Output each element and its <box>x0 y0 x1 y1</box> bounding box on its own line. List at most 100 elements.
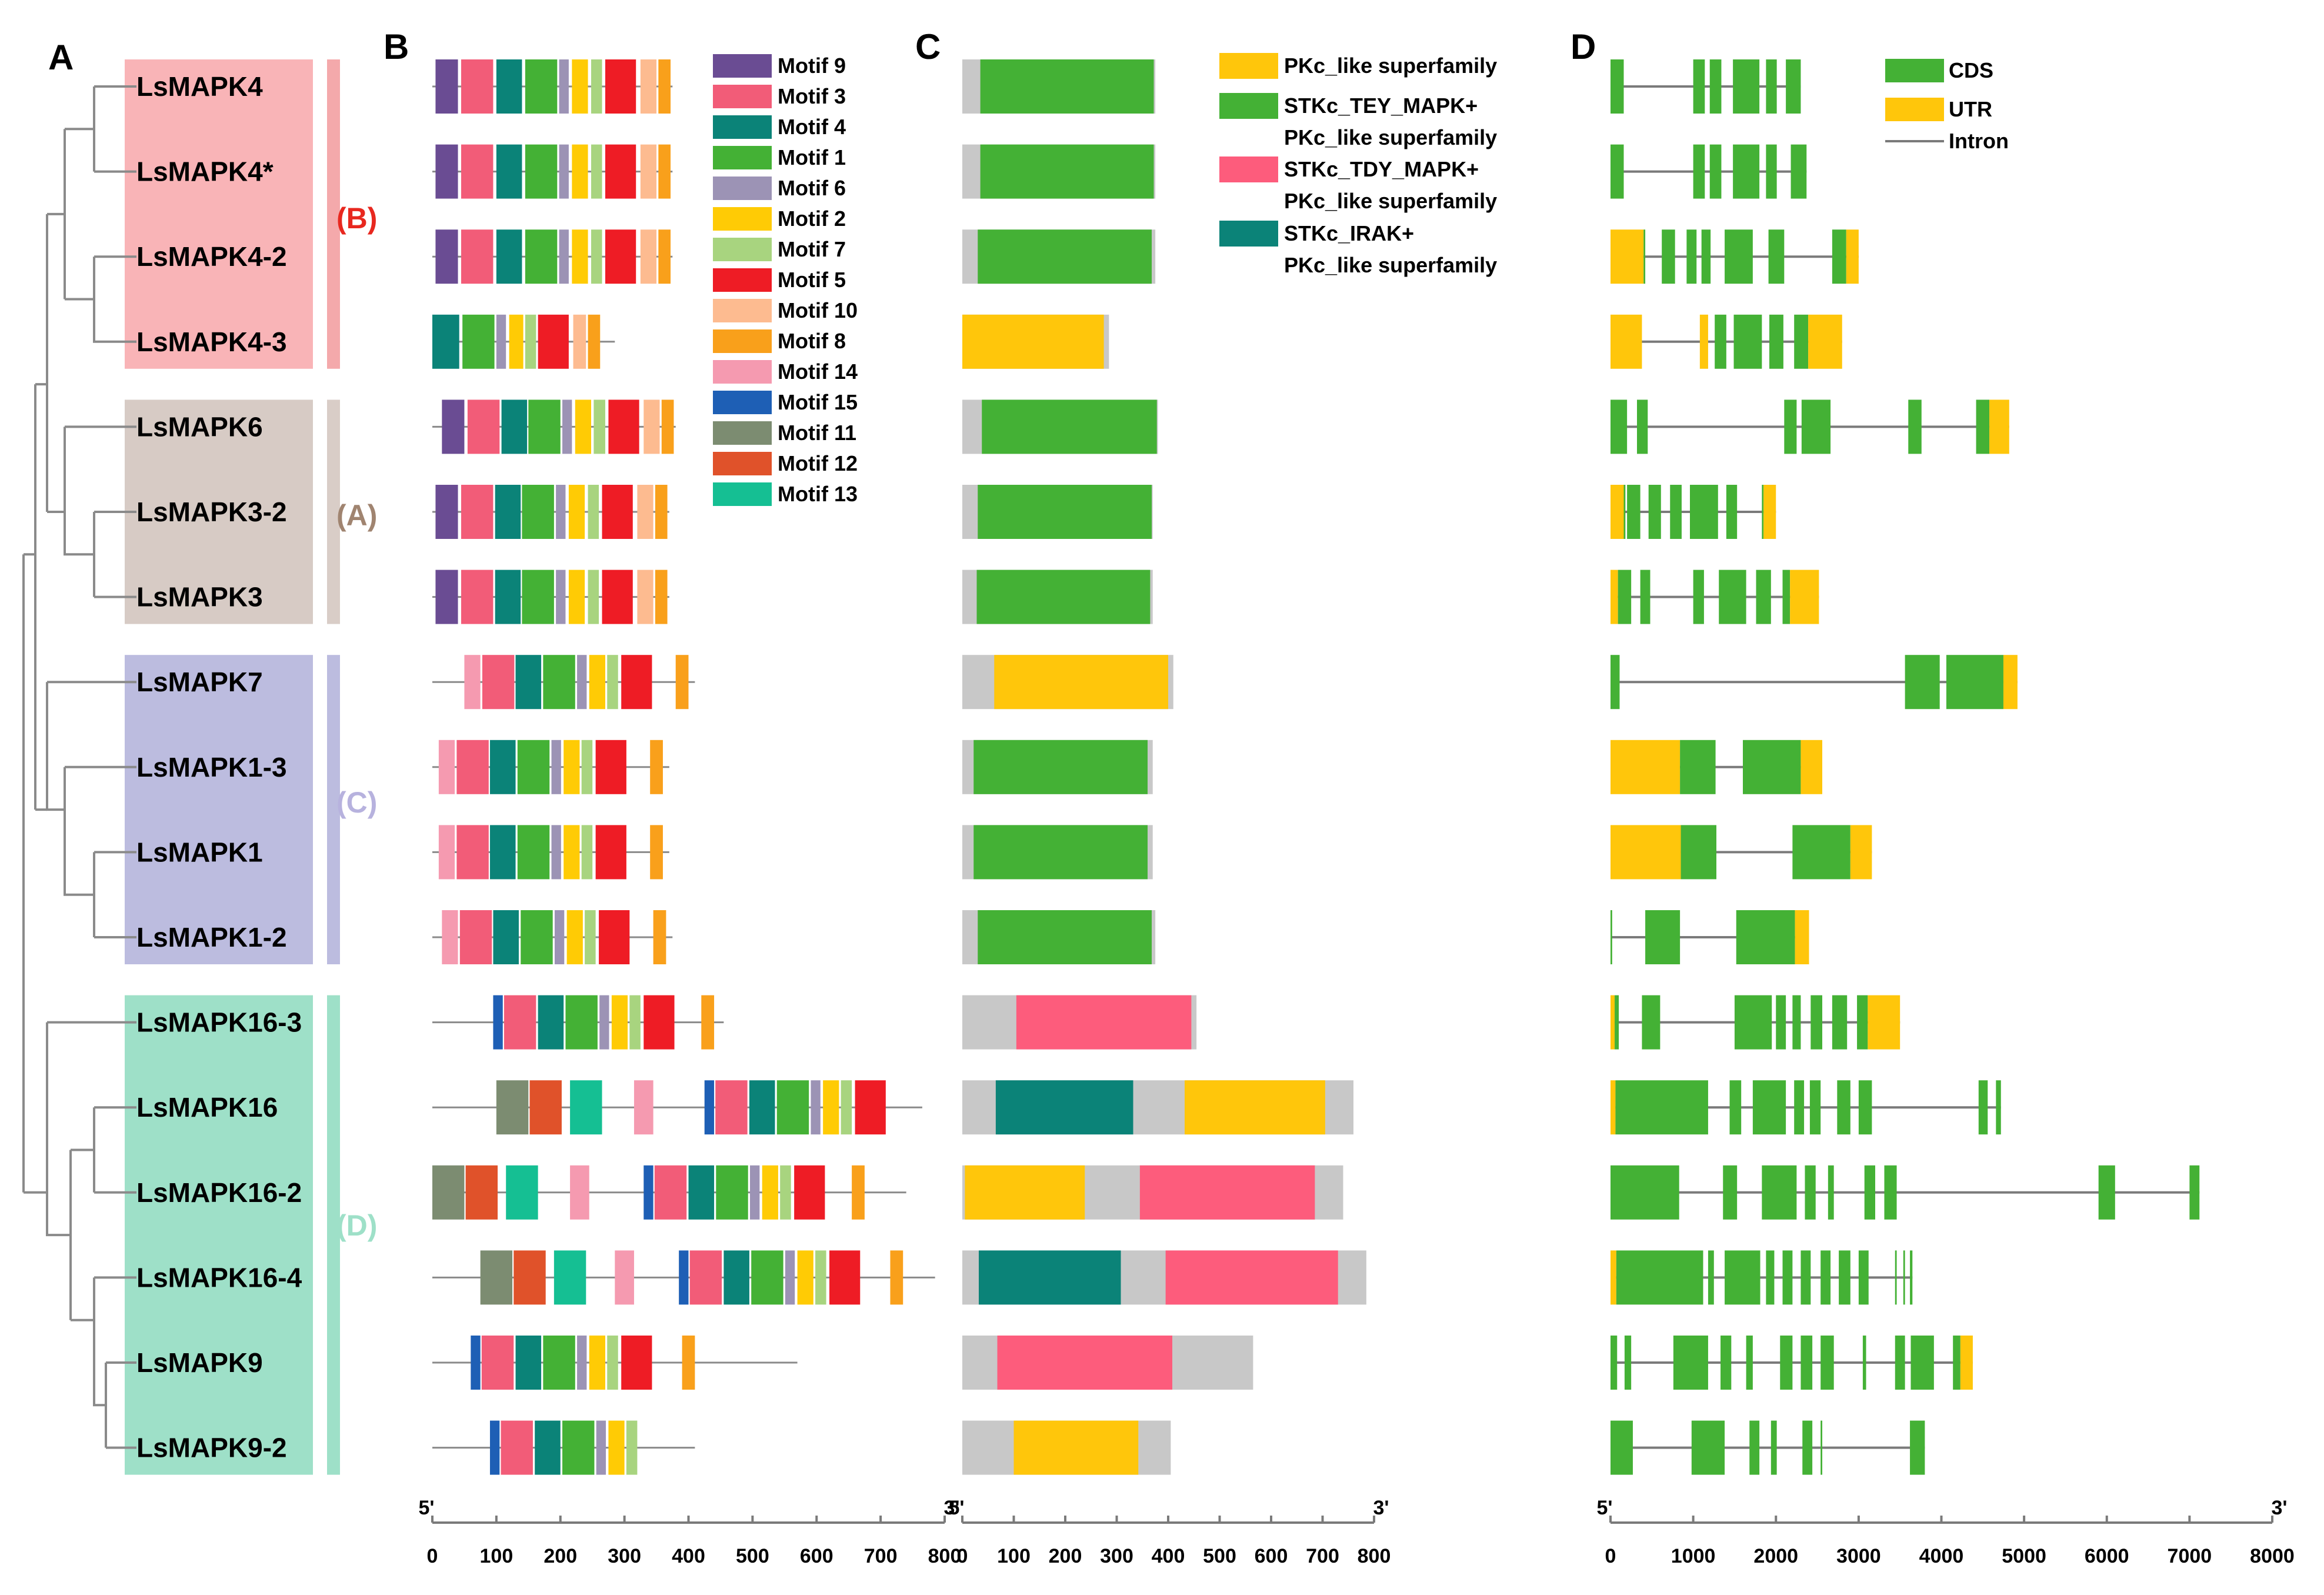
motif-block-motif-12 <box>465 1165 498 1220</box>
tree-branch <box>64 427 94 556</box>
axis-tick-label: 1000 <box>1671 1545 1716 1567</box>
motif-block-motif-7 <box>607 655 618 710</box>
motif-legend-swatch <box>713 391 772 414</box>
motif-block-motif-1 <box>517 740 550 794</box>
domain-block-stkc-tdy-mapk- <box>1016 995 1192 1050</box>
motif-block-motif-2 <box>568 570 585 624</box>
motif-block-motif-5 <box>621 1336 652 1390</box>
gene-row <box>1611 740 1822 794</box>
motif-block-motif-3 <box>459 910 492 964</box>
motif-block-motif-6 <box>577 1336 587 1390</box>
gene-block-cds <box>1766 144 1777 199</box>
motif-block-motif-3 <box>456 740 489 794</box>
motif-legend-swatch <box>713 299 772 322</box>
gene-block-cds <box>1946 655 2003 710</box>
domain-row <box>962 314 1109 369</box>
motif-block-motif-5 <box>608 399 639 454</box>
gene-row <box>1611 1080 2001 1135</box>
motif-block-motif-5 <box>794 1165 825 1220</box>
motif-block-motif-8 <box>661 399 674 454</box>
gene-block-cds <box>1768 229 1785 284</box>
group-labels: (B) (A) (C) (D) <box>336 202 377 1242</box>
motif-legend-label: Motif 6 <box>778 176 846 200</box>
motif-block-motif-8 <box>658 229 671 284</box>
gene-block-cds <box>1681 825 1716 880</box>
panel-letter-c: C <box>915 27 941 66</box>
gene-block-cds <box>1910 1250 1913 1305</box>
motif-block-motif-6 <box>496 314 506 369</box>
motif-row <box>432 314 615 369</box>
motif-block-motif-2 <box>762 1165 778 1220</box>
gene-block-cds <box>1709 144 1722 199</box>
gene-block-cds <box>1976 399 1990 454</box>
motif-row <box>432 995 724 1050</box>
motif-block-motif-6 <box>785 1250 795 1305</box>
domain-legend-label: STKc_TDY_MAPK+ <box>1284 157 1479 181</box>
domain-block-pkc-like-superfamily <box>965 1165 1085 1220</box>
domain-block-pkc-like-superfamily <box>962 314 1104 369</box>
motif-block-motif-9 <box>435 144 458 199</box>
gene-label: LsMAPK16 <box>136 1092 278 1123</box>
motif-block-motif-3 <box>461 59 494 114</box>
gene-block-cds <box>1766 1250 1775 1305</box>
motif-block-motif-10 <box>640 59 657 114</box>
domain-legend-label-line2: PKc_like superfamily <box>1284 125 1497 149</box>
motif-block-motif-11 <box>496 1080 529 1135</box>
motif-legend-swatch <box>713 238 772 261</box>
gene-row <box>1611 144 1807 199</box>
motif-block-motif-3 <box>467 399 500 454</box>
motif-block-motif-2 <box>564 825 580 880</box>
panel-letter-d: D <box>1571 27 1596 66</box>
axis-end-label: 3' <box>2272 1497 2288 1519</box>
motif-block-motif-4 <box>496 144 522 199</box>
motif-legend-swatch <box>713 146 772 169</box>
axis-tick-label: 100 <box>997 1545 1031 1567</box>
motif-block-motif-7 <box>626 1420 638 1475</box>
motif-block-motif-8 <box>658 144 671 199</box>
motif-block-motif-15 <box>471 1336 481 1390</box>
motif-legend-swatch <box>713 421 772 445</box>
domain-legend-swatch <box>1219 53 1278 79</box>
domain-legend: PKc_like superfamily STKc_TEY_MAPK+ PKc_li… <box>1219 53 1497 277</box>
gene-row <box>1611 825 1872 880</box>
axis-tick-label: 8000 <box>2250 1545 2295 1567</box>
gene-block-cds <box>1726 485 1738 539</box>
motif-block-motif-1 <box>525 229 558 284</box>
motif-block-motif-1 <box>543 1336 575 1390</box>
gene-row <box>1611 399 2009 454</box>
gene-block-cds <box>1637 399 1648 454</box>
domain-block-stkc-tey-mapk- <box>978 485 1152 539</box>
gene-block-cds <box>1693 570 1704 624</box>
motif-block-motif-7 <box>581 740 593 794</box>
axis-tick-label: 400 <box>672 1545 705 1567</box>
gene-block-cds <box>1903 1250 1905 1305</box>
motif-block-motif-6 <box>556 570 566 624</box>
motif-block-motif-9 <box>435 229 458 284</box>
gene-label: LsMAPK4-3 <box>136 327 287 357</box>
domain-row <box>962 1336 1253 1390</box>
domain-legend-swatch <box>1219 221 1278 247</box>
gene-block-utr <box>1611 995 1615 1050</box>
gene-block-cds <box>1769 314 1783 369</box>
motif-block-motif-10 <box>573 314 586 369</box>
motif-block-motif-3 <box>461 229 494 284</box>
tree-branch <box>34 383 47 810</box>
gene-legend-swatch-cds <box>1885 59 1944 82</box>
axis-tick-label: 200 <box>1049 1545 1082 1567</box>
gene-block-cds <box>1895 1336 1905 1390</box>
motif-block-motif-7 <box>591 229 602 284</box>
motif-block-motif-2 <box>572 144 588 199</box>
axis-tick-label: 7000 <box>2168 1545 2212 1567</box>
motif-block-motif-6 <box>551 825 561 880</box>
motif-block-motif-8 <box>682 1336 695 1390</box>
gene-block-cds <box>1756 570 1771 624</box>
motif-block-motif-1 <box>525 59 558 114</box>
motif-block-motif-13 <box>570 1080 602 1135</box>
gene-block-utr <box>2003 655 2018 710</box>
motif-block-motif-14 <box>633 1080 653 1135</box>
motif-block-motif-4 <box>535 1420 561 1475</box>
motif-block-motif-6 <box>562 399 572 454</box>
gene-block-cds <box>1736 910 1795 964</box>
motif-block-motif-7 <box>607 1336 618 1390</box>
axis-tick-label: 700 <box>864 1545 898 1567</box>
